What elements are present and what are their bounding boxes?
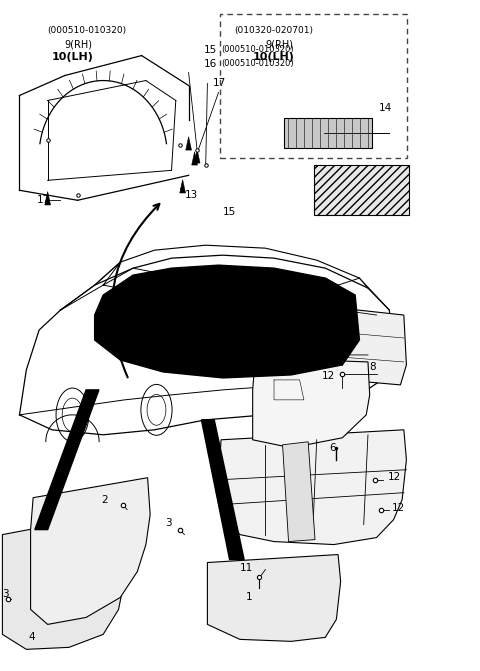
Text: 13: 13 xyxy=(184,191,198,200)
Text: 2: 2 xyxy=(101,495,108,505)
Circle shape xyxy=(78,516,94,543)
Bar xyxy=(220,14,407,158)
Text: 17: 17 xyxy=(36,195,50,205)
Text: 3: 3 xyxy=(2,589,9,599)
Text: 6: 6 xyxy=(329,443,336,453)
Text: (000510-010320): (000510-010320) xyxy=(48,26,127,35)
Text: 10(LH): 10(LH) xyxy=(252,52,295,62)
Polygon shape xyxy=(202,420,244,560)
Text: 5: 5 xyxy=(479,539,480,550)
Text: 15: 15 xyxy=(204,44,217,54)
Polygon shape xyxy=(207,554,341,641)
Circle shape xyxy=(80,554,93,576)
Text: 16: 16 xyxy=(204,58,217,68)
Text: 11: 11 xyxy=(240,562,252,572)
Text: (000510-010320): (000510-010320) xyxy=(221,45,294,54)
Bar xyxy=(229,572,272,599)
Text: 18: 18 xyxy=(387,165,400,175)
Polygon shape xyxy=(35,390,99,529)
Text: 8: 8 xyxy=(369,362,375,372)
Polygon shape xyxy=(218,430,407,545)
Text: 9(RH): 9(RH) xyxy=(65,40,93,50)
Polygon shape xyxy=(2,511,127,650)
Text: (010320-020701): (010320-020701) xyxy=(235,26,314,35)
Text: 9(RH): 9(RH) xyxy=(265,40,293,50)
Text: 1: 1 xyxy=(246,592,252,603)
Text: 14: 14 xyxy=(379,103,392,113)
Text: 7: 7 xyxy=(349,305,356,315)
Polygon shape xyxy=(45,192,50,205)
Polygon shape xyxy=(194,150,200,163)
Text: 12: 12 xyxy=(392,503,405,513)
Polygon shape xyxy=(95,265,360,378)
Circle shape xyxy=(128,533,139,552)
Circle shape xyxy=(106,544,118,564)
Text: 12: 12 xyxy=(388,472,401,482)
Text: 15: 15 xyxy=(223,207,236,217)
Polygon shape xyxy=(180,180,185,193)
Circle shape xyxy=(49,566,63,589)
Polygon shape xyxy=(252,358,370,448)
Circle shape xyxy=(51,529,70,560)
Polygon shape xyxy=(283,442,315,541)
Text: (000510-010320): (000510-010320) xyxy=(221,59,294,68)
Circle shape xyxy=(109,508,123,531)
Text: 10(LH): 10(LH) xyxy=(52,52,94,62)
Text: 17: 17 xyxy=(213,78,226,87)
Text: 4: 4 xyxy=(28,632,35,642)
Bar xyxy=(314,165,409,215)
Polygon shape xyxy=(308,305,407,385)
Bar xyxy=(284,119,372,148)
Text: 3: 3 xyxy=(165,517,171,527)
Polygon shape xyxy=(186,137,192,150)
Text: 12: 12 xyxy=(322,371,336,381)
Polygon shape xyxy=(192,152,197,165)
Polygon shape xyxy=(31,478,150,625)
